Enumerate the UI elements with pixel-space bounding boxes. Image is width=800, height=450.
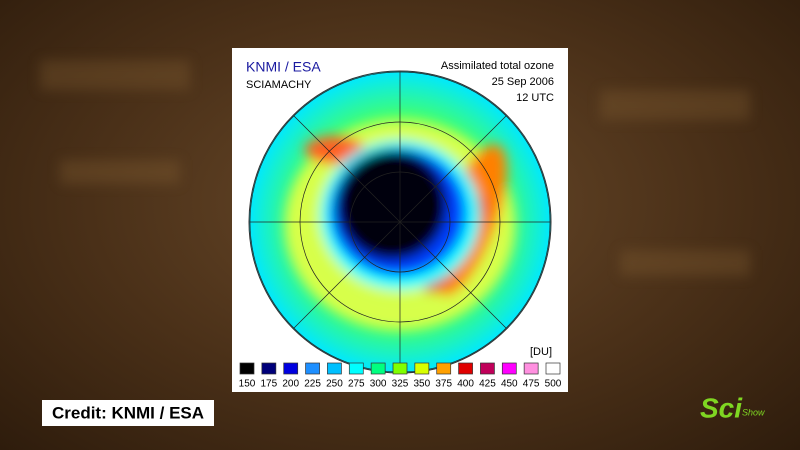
legend-value: 150: [239, 379, 256, 390]
legend-value: 450: [501, 379, 518, 390]
logo-sub: Show: [742, 407, 765, 417]
legend-swatch: [436, 362, 452, 375]
product: Assimilated total ozone: [441, 60, 554, 72]
legend-value: 200: [282, 379, 299, 390]
legend-swatch: [305, 362, 320, 375]
legend-value: 225: [304, 379, 321, 390]
legend-value: 425: [479, 379, 496, 390]
caption-box: [42, 400, 214, 426]
time: 12 UTC: [516, 92, 554, 104]
agency: KNMI / ESA: [246, 59, 321, 75]
legend-swatch: [523, 362, 539, 375]
legend-value: 250: [326, 379, 343, 390]
legend-swatch: [261, 362, 277, 375]
legend-value: 175: [261, 379, 278, 390]
legend-swatch: [458, 362, 473, 375]
caption: Credit: KNMI / ESA: [52, 403, 204, 422]
legend-value: 400: [457, 379, 474, 390]
legend-swatch: [327, 362, 342, 375]
legend-value: 475: [523, 379, 540, 390]
legend-swatch: [348, 362, 364, 375]
legend-value: 500: [545, 379, 562, 390]
legend: 150 175 200 225 250 275 300 325 350 375 400 425 450 4…: [239, 362, 562, 390]
logo-main: Sci: [700, 392, 743, 423]
legend-swatch: [480, 362, 495, 375]
legend-value: 300: [370, 379, 387, 390]
date: 25 Sep 2006: [492, 76, 554, 88]
legend-value: 325: [392, 379, 409, 390]
legend-value: 275: [348, 379, 365, 390]
legend-swatch: [239, 362, 255, 375]
ozone-map: [249, 71, 551, 373]
legend-swatch: [501, 362, 517, 375]
legend-swatch: [392, 362, 408, 375]
legend-swatch: [414, 362, 430, 375]
legend-value: 350: [414, 379, 431, 390]
legend-value: 375: [435, 379, 452, 390]
legend-swatch: [283, 362, 299, 375]
instrument: SCIAMACHY: [246, 79, 312, 91]
legend-swatch: [545, 362, 561, 375]
legend-swatch: [370, 362, 386, 375]
legend-unit: [DU]: [530, 346, 552, 358]
